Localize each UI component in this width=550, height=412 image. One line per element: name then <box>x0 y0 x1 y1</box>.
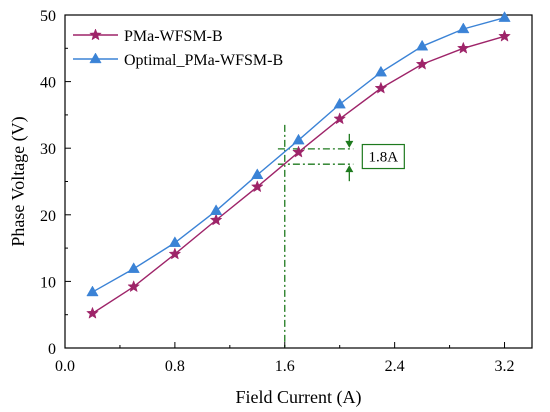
series-1 <box>86 29 511 319</box>
y-tick-label: 50 <box>40 8 56 25</box>
y-tick-label: 20 <box>40 208 56 225</box>
x-tick-label: 1.6 <box>275 358 295 375</box>
legend-marker <box>89 52 102 64</box>
data-point <box>456 41 470 54</box>
x-tick-label: 0.8 <box>165 358 185 375</box>
data-point <box>168 247 182 260</box>
annotation-group: 1.8A <box>277 124 405 348</box>
y-tick-label: 40 <box>40 75 56 92</box>
data-point <box>127 280 141 293</box>
legend-entry: Optimal_PMa-WFSM-B <box>73 52 283 69</box>
data-point <box>457 22 470 34</box>
data-point <box>209 204 223 215</box>
x-tick-label: 2.4 <box>385 358 405 375</box>
y-tick-label: 10 <box>40 274 56 291</box>
data-point <box>292 145 305 158</box>
data-point <box>374 65 388 77</box>
data-point <box>415 39 429 51</box>
legend-label: PMa-WFSM-B <box>124 28 223 45</box>
data-point <box>209 213 223 226</box>
y-tick-label: 30 <box>40 141 56 158</box>
data-point <box>374 81 388 94</box>
x-axis-title: Field Current (A) <box>236 387 362 408</box>
data-point <box>498 11 511 22</box>
data-point <box>333 112 347 125</box>
series-2 <box>86 11 511 297</box>
data-point <box>86 306 99 319</box>
x-tick-label: 3.2 <box>495 358 515 375</box>
legend-entry: PMa-WFSM-B <box>73 28 223 45</box>
legend-marker <box>89 28 102 41</box>
data-point <box>251 168 264 179</box>
gap-label-box <box>361 143 405 170</box>
data-point <box>292 133 305 145</box>
legend: PMa-WFSM-B Optimal_PMa-WFSM-B <box>73 28 283 69</box>
data-point <box>168 236 182 247</box>
data-point <box>127 262 140 273</box>
y-axis-title: Phase Voltage (V) <box>8 116 29 246</box>
data-point <box>86 285 99 297</box>
series-line <box>92 35 505 314</box>
x-tick-label: 0.0 <box>55 358 75 375</box>
data-point <box>415 57 429 70</box>
data-point <box>333 97 346 109</box>
y-tick-label: 0 <box>48 341 56 358</box>
gap-label: 1.8A <box>369 150 399 166</box>
axis-ticks: 0.0 0.8 1.6 2.4 3.2 0 10 20 30 40 50 <box>40 8 515 375</box>
gap-arrowhead-bottom <box>345 165 354 173</box>
series-group <box>86 11 511 319</box>
gap-arrowhead-top <box>345 140 354 148</box>
data-point <box>498 29 511 42</box>
data-point <box>250 180 264 193</box>
legend-label: Optimal_PMa-WFSM-B <box>124 52 283 69</box>
